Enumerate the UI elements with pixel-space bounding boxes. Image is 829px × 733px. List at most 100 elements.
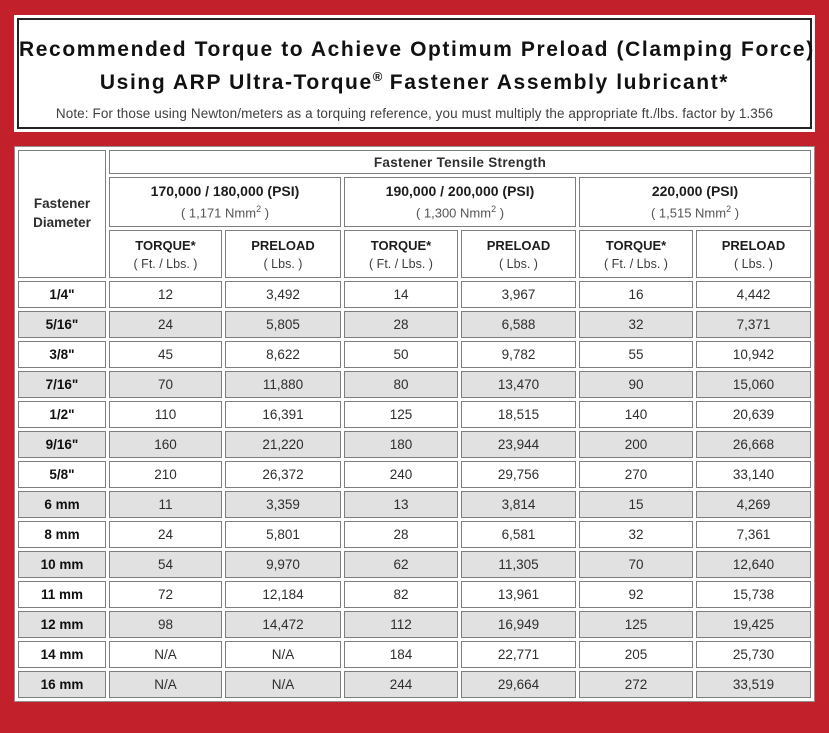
table-row: 8 mm 24 5,801 28 6,581 32 7,361 <box>18 521 812 548</box>
title-box: Recommended Torque to Achieve Optimum Pr… <box>17 18 815 129</box>
nmm-value: ( 1,515 Nmm2 ) <box>650 204 740 221</box>
torque-header-1: TORQUE* ( Ft. / Lbs. ) <box>109 230 222 278</box>
table-row: 11 mm 72 12,184 82 13,961 92 15,738 <box>18 581 812 608</box>
preload-value-cell: N/A <box>225 641 341 668</box>
table-body: 1/4" 12 3,492 14 3,967 16 4,442 5/16" 24 5,805 28 6… <box>18 281 812 698</box>
psi-header-group-1: 170,000 / 180,000 (PSI) ( 1,171 Nmm2 ) <box>109 177 341 227</box>
table-row: 5/8" 210 26,372 240 29,756 270 33,140 <box>18 461 812 488</box>
table-row: 1/4" 12 3,492 14 3,967 16 4,442 <box>18 281 812 308</box>
torque-value-cell: 125 <box>579 611 693 638</box>
preload-value-cell: 6,581 <box>461 521 576 548</box>
torque-value-cell: 32 <box>579 521 693 548</box>
diameter-cell: 5/16" <box>18 311 106 338</box>
torque-value-cell: 12 <box>109 281 222 308</box>
torque-header-3: TORQUE* ( Ft. / Lbs. ) <box>579 230 693 278</box>
preload-value-cell: 14,472 <box>225 611 341 638</box>
preload-value-cell: 12,640 <box>696 551 812 578</box>
preload-header-2: PRELOAD ( Lbs. ) <box>461 230 576 278</box>
torque-value-cell: 92 <box>579 581 693 608</box>
diameter-cell: 16 mm <box>18 671 106 698</box>
preload-value-cell: 6,588 <box>461 311 576 338</box>
diameter-cell: 6 mm <box>18 491 106 518</box>
torque-value-cell: 210 <box>109 461 222 488</box>
preload-value-cell: 11,880 <box>225 371 341 398</box>
sub-header-row: TORQUE* ( Ft. / Lbs. ) PRELOAD ( Lbs. ) … <box>18 230 812 278</box>
preload-value-cell: 29,664 <box>461 671 576 698</box>
torque-header-2: TORQUE* ( Ft. / Lbs. ) <box>344 230 458 278</box>
main-header-row: Fastener Diameter Fastener Tensile Stren… <box>18 150 812 278</box>
preload-value-cell: 3,492 <box>225 281 341 308</box>
preload-value-cell: 20,639 <box>696 401 812 428</box>
table-row: 14 mm N/A N/A 184 22,771 205 25,730 <box>18 641 812 668</box>
diameter-cell: 1/2" <box>18 401 106 428</box>
psi-value: 190,000 / 200,000 (PSI) <box>385 183 535 200</box>
torque-value-cell: 72 <box>109 581 222 608</box>
registered-trademark-symbol: ® <box>372 69 383 84</box>
torque-value-cell: 98 <box>109 611 222 638</box>
preload-value-cell: 9,782 <box>461 341 576 368</box>
preload-value-cell: 13,961 <box>461 581 576 608</box>
torque-value-cell: 125 <box>344 401 458 428</box>
preload-value-cell: 21,220 <box>225 431 341 458</box>
torque-value-cell: 270 <box>579 461 693 488</box>
diameter-cell: 1/4" <box>18 281 106 308</box>
preload-value-cell: 3,967 <box>461 281 576 308</box>
torque-value-cell: 14 <box>344 281 458 308</box>
conversion-note: Note: For those using Newton/meters as a… <box>55 106 774 121</box>
torque-value-cell: 244 <box>344 671 458 698</box>
torque-value-cell: 54 <box>109 551 222 578</box>
page-subtitle: Using ARP Ultra-Torque® Fastener Assembl… <box>19 69 810 95</box>
table-row: 12 mm 98 14,472 112 16,949 125 19,425 <box>18 611 812 638</box>
preload-value-cell: 26,372 <box>225 461 341 488</box>
corner-header-line1: Fastener <box>33 196 91 212</box>
preload-value-cell: 19,425 <box>696 611 812 638</box>
preload-value-cell: 18,515 <box>461 401 576 428</box>
torque-value-cell: 140 <box>579 401 693 428</box>
preload-value-cell: 23,944 <box>461 431 576 458</box>
table-row: 16 mm N/A N/A 244 29,664 272 33,519 <box>18 671 812 698</box>
psi-value: 220,000 (PSI) <box>651 183 739 200</box>
torque-value-cell: 70 <box>579 551 693 578</box>
psi-header-group-3: 220,000 (PSI) ( 1,515 Nmm2 ) <box>579 177 812 227</box>
torque-value-cell: 15 <box>579 491 693 518</box>
preload-value-cell: 33,519 <box>696 671 812 698</box>
subtitle-pre: Using ARP Ultra-Torque <box>99 71 373 94</box>
preload-value-cell: 9,970 <box>225 551 341 578</box>
torque-value-cell: 160 <box>109 431 222 458</box>
torque-value-cell: 28 <box>344 521 458 548</box>
preload-value-cell: 4,442 <box>696 281 812 308</box>
page-title: Recommended Torque to Achieve Optimum Pr… <box>19 38 815 61</box>
tensile-strength-header: Fastener Tensile Strength <box>109 150 812 174</box>
preload-value-cell: 3,359 <box>225 491 341 518</box>
torque-value-cell: N/A <box>109 671 222 698</box>
preload-header-1: PRELOAD ( Lbs. ) <box>225 230 341 278</box>
psi-header-row: 170,000 / 180,000 (PSI) ( 1,171 Nmm2 ) 1… <box>18 177 812 227</box>
table-row: 1/2" 110 16,391 125 18,515 140 20,639 <box>18 401 812 428</box>
preload-value-cell: 29,756 <box>461 461 576 488</box>
preload-value-cell: 25,730 <box>696 641 812 668</box>
table-row: 3/8" 45 8,622 50 9,782 55 10,942 <box>18 341 812 368</box>
torque-value-cell: 45 <box>109 341 222 368</box>
preload-value-cell: 33,140 <box>696 461 812 488</box>
diameter-cell: 11 mm <box>18 581 106 608</box>
preload-value-cell: 13,470 <box>461 371 576 398</box>
preload-value-cell: N/A <box>225 671 341 698</box>
torque-value-cell: 62 <box>344 551 458 578</box>
torque-value-cell: 184 <box>344 641 458 668</box>
nmm-value: ( 1,171 Nmm2 ) <box>180 204 270 221</box>
torque-value-cell: 13 <box>344 491 458 518</box>
torque-value-cell: 90 <box>579 371 693 398</box>
table-row: 9/16" 160 21,220 180 23,944 200 26,668 <box>18 431 812 458</box>
torque-value-cell: 24 <box>109 521 222 548</box>
torque-value-cell: 50 <box>344 341 458 368</box>
preload-value-cell: 22,771 <box>461 641 576 668</box>
preload-value-cell: 3,814 <box>461 491 576 518</box>
torque-value-cell: 11 <box>109 491 222 518</box>
table-row: 7/16" 70 11,880 80 13,470 90 15,060 <box>18 371 812 398</box>
preload-value-cell: 5,805 <box>225 311 341 338</box>
preload-value-cell: 7,371 <box>696 311 812 338</box>
preload-value-cell: 26,668 <box>696 431 812 458</box>
subtitle-post: Fastener Assembly lubricant* <box>382 71 730 94</box>
torque-value-cell: 82 <box>344 581 458 608</box>
diameter-cell: 10 mm <box>18 551 106 578</box>
